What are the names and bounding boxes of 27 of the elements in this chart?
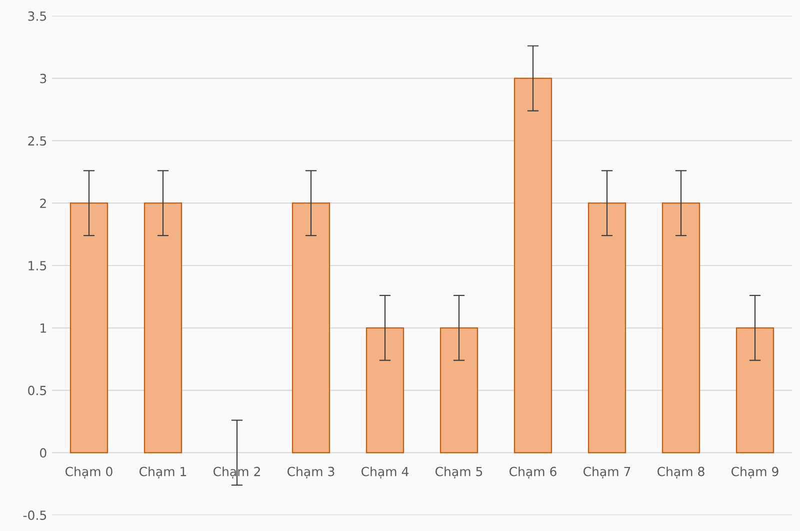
bar xyxy=(366,327,404,454)
x-tick-label: Chạm 1 xyxy=(139,466,186,478)
y-tick-label: 2.5 xyxy=(28,136,46,146)
x-tick-label: Chạm 4 xyxy=(361,466,409,478)
x-tick-label: Chạm 5 xyxy=(435,466,482,478)
x-tick-label: Chạm 0 xyxy=(65,466,112,478)
y-tick-label: -0.5 xyxy=(23,510,46,520)
bar xyxy=(440,327,478,454)
bar xyxy=(736,327,774,454)
x-tick-label: Chạm 8 xyxy=(657,466,704,478)
bar xyxy=(70,202,108,454)
x-tick-label: Chạm 9 xyxy=(731,466,778,478)
bar xyxy=(662,202,700,454)
x-tick-label: Chạm 3 xyxy=(287,466,334,478)
y-tick-label: 1 xyxy=(40,324,46,333)
y-tick-label: 0.5 xyxy=(28,386,46,396)
x-tick-label: Chạm 7 xyxy=(583,466,630,478)
y-tick-label: 3.5 xyxy=(28,11,46,21)
bar xyxy=(144,202,182,454)
y-tick-label: 1.5 xyxy=(28,261,46,270)
bar xyxy=(292,202,330,454)
x-tick-label: Chạm 6 xyxy=(509,466,556,478)
y-tick-label: 0 xyxy=(40,448,46,458)
bar xyxy=(514,78,552,454)
bar xyxy=(588,202,626,454)
y-tick-label: 3 xyxy=(40,74,46,84)
y-tick-label: 2 xyxy=(40,198,46,208)
